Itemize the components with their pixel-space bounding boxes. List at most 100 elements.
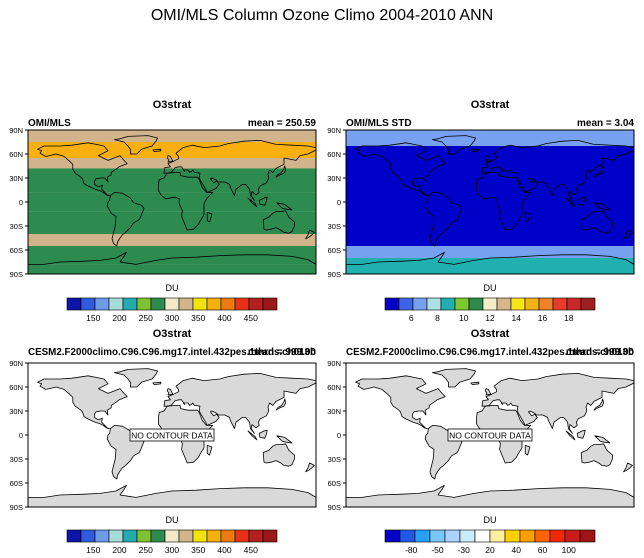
continent-antarctica <box>28 484 316 507</box>
y-tick-label: 30N <box>9 174 23 183</box>
colorbar-swatch <box>519 529 536 543</box>
panel-left-label: OMI/MLS STD <box>346 118 412 129</box>
colorbar-tick-label: 6 <box>409 313 414 323</box>
colorbar-swatch <box>262 297 278 311</box>
colorbar-swatch <box>454 297 470 311</box>
panel-left-label: OMI/MLS <box>28 118 71 129</box>
y-tick-label: 30S <box>10 455 23 464</box>
continent-greenland <box>114 368 159 388</box>
colorbar-tick-label: 400 <box>217 313 231 323</box>
colorbar-swatch <box>66 297 82 311</box>
continent-madagascar <box>206 211 213 223</box>
colorbar-tick-label: 12 <box>485 313 495 323</box>
continent-great-britain <box>484 155 492 163</box>
continent-north-america <box>37 142 128 197</box>
colorbar-tick-label: 10 <box>459 313 469 323</box>
no-data-label: NO CONTOUR DATA <box>131 431 213 441</box>
colorbar-tick-label: 8 <box>435 313 440 323</box>
colorbar-swatch <box>66 529 82 543</box>
colorbar-tick-label: 400 <box>217 545 231 555</box>
colorbar-swatch <box>398 297 414 311</box>
continent-eurasia <box>481 372 634 434</box>
contour-band-2 <box>28 142 316 158</box>
colorbar-swatch <box>234 297 250 311</box>
colorbar-tick-label: 250 <box>139 545 153 555</box>
contour-band-7 <box>28 211 316 222</box>
colorbar-swatch <box>136 297 152 311</box>
contour-band-5 <box>346 258 634 274</box>
continent-new-zealand <box>623 229 633 240</box>
continent-japan <box>593 165 604 178</box>
contour-band-9 <box>28 234 316 246</box>
continent-eurasia <box>163 139 316 201</box>
panel-title: O3strat <box>471 328 510 340</box>
continent-japan <box>275 398 287 411</box>
y-tick-label: 30S <box>328 222 341 231</box>
continent-iceland <box>470 148 480 153</box>
continent-australia <box>262 443 295 467</box>
continent-new-zealand <box>305 229 315 240</box>
figure-title: OMI/MLS Column Ozone Climo 2004-2010 ANN <box>151 7 493 24</box>
colorbar-tick-label: -80 <box>405 545 418 555</box>
colorbar-swatch <box>524 297 540 311</box>
y-tick-label: 90S <box>10 503 23 512</box>
colorbar-swatch <box>510 297 526 311</box>
colorbar-tick-label: 18 <box>564 313 574 323</box>
colorbar-tick-label: 20 <box>485 545 495 555</box>
contour-band-12 <box>28 264 316 274</box>
colorbar-swatch <box>384 297 400 311</box>
colorbar-tick-label: 150 <box>86 313 100 323</box>
colorbar-tick-label: 450 <box>244 545 258 555</box>
no-data-label: NO CONTOUR DATA <box>449 431 531 441</box>
continent-borneo <box>576 196 586 206</box>
colorbar-swatch <box>122 297 138 311</box>
colorbar-tick-label: 300 <box>165 313 179 323</box>
contour-band-5 <box>28 182 316 193</box>
panel-left-label: CESM2.F2000climo.C96.C96.mg17.intel.432p… <box>28 347 316 358</box>
colorbar-swatch <box>94 297 110 311</box>
contour-band-11 <box>28 254 316 265</box>
y-tick-label: 30N <box>327 407 341 416</box>
colorbar-label: DU <box>484 515 497 525</box>
continent-greenland <box>431 368 477 388</box>
panel-left-label: CESM2.F2000climo.C96.C96.mg17.intel.432p… <box>346 347 634 358</box>
colorbar-swatch <box>206 529 222 543</box>
panel-title: O3strat <box>153 99 192 111</box>
continent-japan <box>275 165 287 178</box>
continent-south-america <box>106 191 145 247</box>
colorbar-swatch <box>108 529 124 543</box>
continent-south-america <box>424 191 463 247</box>
continent-japan <box>593 398 604 411</box>
continent-sumatra <box>247 430 258 441</box>
continent-borneo <box>258 429 268 439</box>
continent-new-zealand <box>305 462 315 473</box>
colorbar-swatch <box>564 529 581 543</box>
panel-right-label: mean = 250.59 <box>248 118 317 129</box>
contour-band-4 <box>346 246 634 258</box>
y-tick-label: 60N <box>9 383 23 392</box>
panel-right-label: mean = 3.04 <box>577 118 634 129</box>
colorbar-swatch <box>496 297 512 311</box>
no-data-box <box>129 428 215 442</box>
colorbar-label: DU <box>166 283 179 293</box>
colorbar-swatch <box>220 297 236 311</box>
colorbar-swatch <box>580 297 596 311</box>
colorbar-swatch <box>440 297 456 311</box>
y-tick-label: 90N <box>9 126 23 135</box>
continent-new-zealand <box>623 462 633 473</box>
y-tick-label: 60N <box>9 150 23 159</box>
panel-title: O3strat <box>153 328 192 340</box>
colorbar-tick-label: 14 <box>512 313 522 323</box>
colorbar-swatch <box>150 529 166 543</box>
colorbar-swatch <box>468 297 484 311</box>
continent-iceland <box>470 381 480 386</box>
colorbar-tick-label: -50 <box>431 545 444 555</box>
contour-band-10 <box>28 246 316 254</box>
colorbar-tick-label: 350 <box>191 313 205 323</box>
continent-sumatra <box>565 197 576 208</box>
continent-eurasia <box>163 372 316 434</box>
continent-new-guinea <box>594 435 611 444</box>
continent-new-guinea <box>276 435 293 444</box>
contour-band-8 <box>28 222 316 234</box>
